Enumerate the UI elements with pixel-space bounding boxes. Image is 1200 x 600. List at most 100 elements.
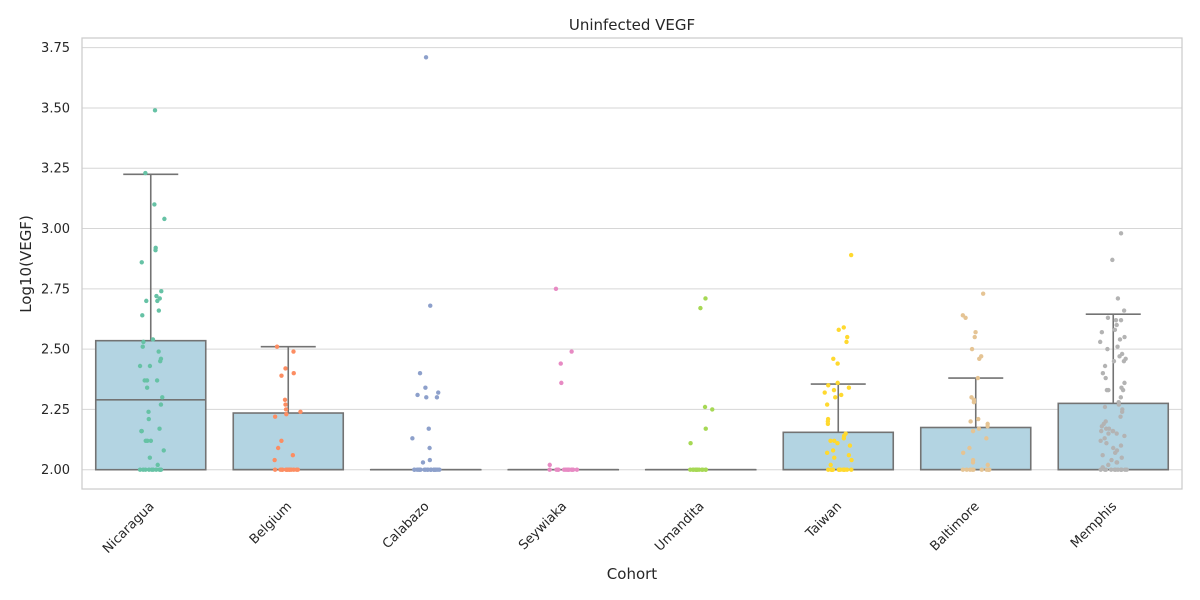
data-point	[436, 390, 441, 395]
data-point	[433, 467, 438, 472]
data-point	[415, 392, 420, 398]
data-point	[1118, 317, 1124, 323]
data-point	[1102, 467, 1108, 472]
data-point	[1106, 431, 1111, 436]
data-point	[1100, 371, 1106, 376]
y-tick-label: 2.00	[41, 463, 70, 478]
data-point	[822, 390, 827, 395]
data-point	[846, 453, 852, 458]
data-point	[275, 445, 281, 451]
data-point	[975, 375, 981, 381]
data-point	[154, 467, 159, 472]
data-point	[1099, 424, 1105, 429]
data-point	[424, 395, 429, 400]
x-tick-label: Seywiaka	[516, 499, 570, 553]
data-point	[1115, 296, 1121, 301]
data-point	[839, 392, 844, 398]
data-point	[558, 361, 563, 366]
data-point	[291, 371, 296, 376]
data-point	[980, 291, 986, 296]
data-point	[1120, 387, 1126, 393]
data-point	[283, 402, 288, 407]
data-point	[984, 436, 989, 441]
data-point	[1114, 431, 1119, 436]
data-point	[142, 378, 147, 383]
data-point	[846, 385, 852, 390]
data-point	[279, 373, 284, 378]
data-point	[963, 315, 968, 320]
data-point	[284, 412, 289, 417]
y-tick-label: 3.25	[41, 162, 70, 177]
data-point	[977, 356, 982, 361]
data-point	[703, 296, 708, 301]
data-point	[970, 428, 976, 434]
box-iqr	[919, 426, 1032, 471]
points-calabazo	[410, 55, 442, 472]
data-point	[418, 467, 423, 472]
data-point	[826, 467, 831, 472]
data-point	[153, 248, 158, 253]
data-point	[844, 339, 849, 345]
data-point	[143, 170, 148, 176]
data-point	[969, 346, 975, 352]
y-tick-label: 3.00	[41, 222, 70, 237]
data-point	[1097, 339, 1103, 345]
data-point	[559, 380, 564, 386]
data-point	[160, 395, 165, 400]
data-point	[154, 293, 159, 299]
data-point	[987, 467, 992, 472]
points-seywiaka	[547, 286, 580, 472]
data-point	[971, 399, 977, 405]
data-point	[147, 455, 153, 460]
data-point	[1118, 414, 1123, 419]
data-point	[152, 202, 157, 207]
data-point	[574, 467, 580, 472]
data-point	[553, 286, 559, 292]
points-taiwan	[822, 252, 854, 472]
data-point	[156, 349, 161, 354]
x-tick-label: Calabazo	[380, 499, 433, 552]
points-memphis	[1097, 231, 1129, 472]
data-point	[162, 216, 167, 222]
data-point	[1121, 358, 1127, 364]
plot-frame	[81, 37, 1183, 490]
data-point	[1118, 395, 1124, 400]
data-point	[703, 426, 708, 431]
data-point	[139, 428, 144, 434]
data-point	[1117, 337, 1123, 342]
data-point	[699, 467, 705, 472]
data-point	[1105, 315, 1111, 320]
data-point	[1099, 330, 1105, 335]
data-point	[423, 385, 428, 390]
data-point	[283, 366, 288, 371]
x-tick-labels: Nicaragua Belgium Calabazo Seywiaka Umandita…	[100, 499, 1120, 557]
y-tick-label: 2.50	[41, 343, 70, 358]
data-point	[148, 438, 154, 443]
data-point	[1119, 455, 1124, 460]
data-point	[1121, 308, 1127, 313]
data-point	[1102, 363, 1108, 369]
data-point	[284, 467, 290, 472]
x-tick-label: Umandita	[652, 499, 707, 554]
data-point	[985, 424, 990, 429]
data-point	[824, 402, 830, 407]
data-point	[1113, 317, 1119, 323]
data-point	[703, 467, 709, 472]
data-point	[1110, 257, 1115, 263]
data-point	[832, 455, 837, 460]
data-point	[282, 397, 288, 402]
data-point	[295, 467, 301, 472]
data-point	[272, 457, 277, 463]
data-point	[698, 305, 703, 311]
data-point	[1112, 327, 1118, 333]
data-point	[967, 467, 973, 472]
points-umandita	[688, 296, 715, 472]
data-point	[836, 467, 842, 472]
y-tick-label: 2.25	[41, 403, 70, 418]
data-point	[967, 445, 972, 451]
data-point	[279, 438, 284, 443]
data-point	[1111, 358, 1117, 364]
data-point	[161, 448, 166, 453]
data-point	[145, 438, 150, 443]
data-point	[1102, 436, 1107, 441]
